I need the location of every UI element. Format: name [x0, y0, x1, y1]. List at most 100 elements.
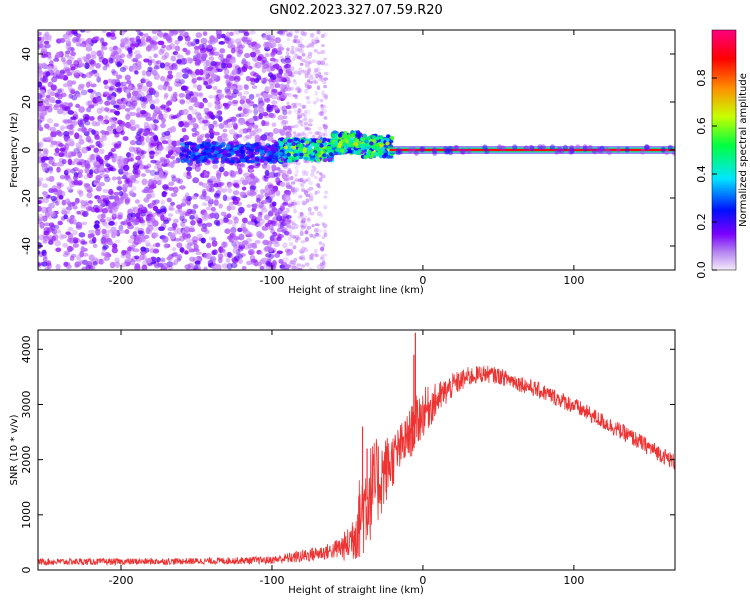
heat-cell — [248, 117, 255, 124]
heat-cell — [348, 139, 353, 144]
heat-cell — [190, 209, 197, 215]
heat-cell — [303, 88, 309, 94]
heat-cell — [310, 169, 315, 173]
heat-cell — [139, 96, 145, 102]
heat-cell — [314, 190, 318, 196]
heat-cell — [105, 224, 111, 229]
heat-cell — [55, 247, 62, 253]
heat-cell — [156, 60, 162, 65]
heat-cell — [40, 156, 46, 163]
heat-cell — [180, 221, 186, 227]
heat-cell — [146, 180, 152, 185]
heat-cell — [231, 69, 239, 76]
heat-cell — [53, 123, 60, 127]
heat-cell — [75, 42, 83, 47]
heat-cell — [190, 96, 198, 103]
heat-cell — [166, 197, 172, 203]
heat-cell — [111, 229, 118, 236]
heat-cell — [279, 181, 286, 188]
heat-cell — [319, 256, 324, 260]
heat-cell — [73, 179, 79, 186]
heat-cell — [223, 120, 229, 125]
heat-cell — [106, 31, 112, 37]
heat-cell — [88, 254, 95, 261]
heat-cell — [112, 50, 119, 55]
heat-cell — [615, 146, 621, 153]
heat-cell — [128, 190, 134, 197]
heat-cell — [115, 125, 123, 133]
heat-cell — [239, 191, 247, 197]
heat-cell — [323, 158, 328, 163]
heat-cell — [362, 143, 367, 148]
heat-cell — [314, 80, 318, 85]
heat-cell — [228, 75, 235, 82]
heat-cell — [211, 237, 217, 241]
heat-cell — [163, 243, 169, 249]
heat-cell — [280, 94, 288, 99]
heat-cell — [69, 138, 74, 145]
heat-cell — [281, 226, 288, 233]
heat-cell — [44, 43, 51, 49]
heat-cell — [248, 65, 253, 70]
heat-cell — [41, 183, 48, 189]
heat-cell — [367, 149, 372, 154]
heat-cell — [264, 31, 271, 37]
heat-cell — [70, 116, 77, 121]
y-tick-label: 40 — [20, 47, 33, 61]
heat-cell — [245, 109, 253, 114]
heat-cell — [168, 181, 175, 187]
heat-cell — [105, 237, 112, 242]
heat-cell — [219, 48, 226, 54]
heat-cell — [219, 163, 225, 168]
heat-cell — [152, 225, 158, 231]
heat-cell — [206, 242, 212, 249]
heat-cell — [266, 135, 274, 142]
heat-cell — [256, 215, 263, 222]
heat-cell — [41, 215, 48, 222]
heat-cell — [166, 101, 172, 106]
heat-cell — [267, 150, 273, 155]
heat-cell — [298, 195, 303, 199]
heat-cell — [190, 262, 195, 268]
heat-cell — [315, 73, 319, 79]
heat-cell — [139, 205, 145, 211]
heat-cell — [321, 242, 326, 248]
heat-cell — [288, 110, 292, 115]
heat-cell — [230, 227, 237, 234]
heat-cell — [38, 31, 42, 36]
heat-cell — [203, 107, 210, 113]
heat-cell — [51, 188, 58, 193]
heat-cell — [182, 85, 189, 90]
heat-cell — [268, 195, 274, 202]
heat-cell — [120, 81, 127, 86]
heat-cell — [297, 178, 303, 183]
heat-cell — [126, 79, 132, 85]
heat-cell — [62, 119, 68, 124]
heat-cell — [214, 104, 221, 110]
heat-cell — [60, 57, 66, 63]
heat-cell — [299, 250, 305, 254]
heat-cell — [383, 152, 388, 157]
heat-cell — [314, 232, 319, 237]
heat-cell — [240, 149, 246, 154]
heat-cell — [50, 140, 58, 145]
heat-cell — [512, 144, 518, 151]
heat-cell — [108, 188, 114, 195]
heat-cell — [239, 99, 245, 105]
heat-cell — [308, 198, 314, 202]
heat-cell — [286, 152, 291, 157]
heat-cell — [101, 208, 109, 214]
heat-cell — [146, 71, 152, 77]
heat-cell — [69, 255, 75, 262]
heat-cell — [129, 119, 136, 126]
heat-cell — [205, 206, 212, 211]
heat-cell — [59, 104, 65, 109]
heat-cell — [288, 242, 294, 247]
heat-cell — [226, 219, 233, 225]
heat-cell — [109, 116, 116, 123]
heat-cell — [68, 130, 74, 136]
y-tick-label: 0 — [20, 147, 33, 154]
heat-cell — [168, 144, 174, 151]
heat-cell — [207, 39, 213, 44]
